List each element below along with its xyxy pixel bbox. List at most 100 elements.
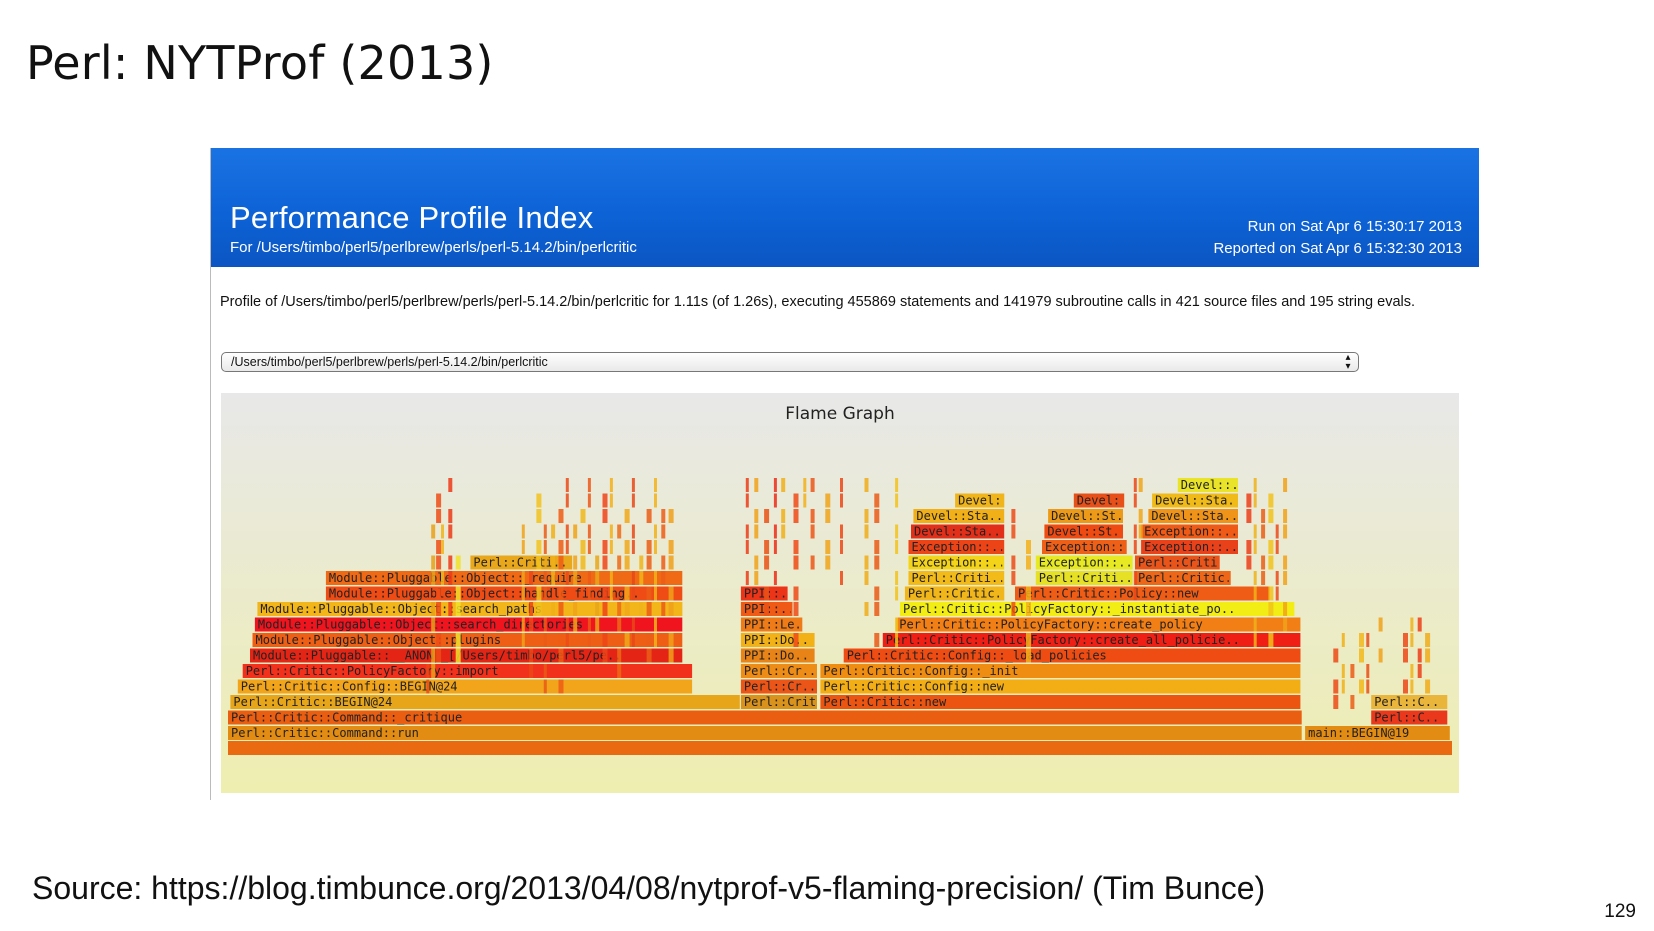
- run-timestamp: Run on Sat Apr 6 15:30:17 2013: [1247, 218, 1462, 235]
- flame-frame-label: Devel::Sta..: [914, 525, 1001, 539]
- flame-sliver: [793, 493, 799, 508]
- flame-sliver: [668, 540, 674, 554]
- flame-sliver: [1425, 633, 1431, 647]
- flame-sliver: [1410, 664, 1414, 678]
- flame-sliver: [1133, 524, 1137, 539]
- flame-sliver: [754, 509, 759, 523]
- flame-sliver: [436, 602, 442, 616]
- flame-frame: [740, 617, 803, 632]
- flame-sliver: [840, 478, 843, 492]
- flame-sliver: [1246, 555, 1252, 570]
- flame-sliver: [631, 524, 635, 539]
- flame-frame: [908, 555, 1005, 570]
- flame-sliver: [639, 602, 644, 616]
- flame-sliver: [793, 586, 799, 601]
- flame-frame: [1141, 540, 1238, 554]
- flame-sliver: [436, 555, 442, 570]
- flame-sliver: [646, 586, 652, 601]
- flame-sliver: [624, 633, 630, 647]
- flame-sliver: [661, 602, 666, 616]
- flame-sliver: [895, 540, 899, 554]
- flame-frame: [1035, 555, 1133, 570]
- flame-sliver: [631, 478, 635, 492]
- flame-sliver: [536, 586, 542, 601]
- flame-frame: [900, 602, 1295, 616]
- flame-sliver: [587, 478, 591, 492]
- flame-frame: [1015, 586, 1270, 601]
- flame-sliver: [580, 540, 586, 554]
- flame-sliver: [1425, 679, 1431, 694]
- flame-frame: [1141, 524, 1238, 539]
- flame-sliver: [1417, 617, 1422, 632]
- flame-frame: [955, 493, 1005, 508]
- flame-sliver: [781, 478, 786, 492]
- flame-sliver: [431, 617, 436, 632]
- flame-sliver: [781, 524, 786, 539]
- flame-sliver: [754, 555, 759, 570]
- flame-sliver: [1011, 602, 1016, 616]
- flame-frame: [904, 586, 1005, 601]
- flame-frame-label: Perl::Critic::new: [823, 695, 947, 709]
- flame-sliver: [1246, 509, 1252, 523]
- flame-frame-label: Module::Pluggable::Object::search_paths: [260, 602, 542, 616]
- flame-frame-label: Perl::Critic..: [908, 587, 1009, 601]
- flame-frame-label: Devel::..: [1181, 478, 1246, 492]
- flame-sliver: [1026, 555, 1031, 570]
- flame-sliver: [639, 571, 644, 585]
- flame-sliver: [529, 648, 534, 663]
- flame-sliver: [825, 555, 831, 570]
- flame-sliver: [602, 633, 608, 647]
- flame-frame: [740, 679, 817, 694]
- flame-sliver: [661, 509, 666, 523]
- flame-sliver: [595, 571, 600, 585]
- flame-sliver: [764, 555, 770, 570]
- flame-frame: [820, 664, 1301, 678]
- flame-frame-label: Perl::Critic::Command::_critique: [231, 711, 462, 725]
- flame-sliver: [1268, 586, 1274, 601]
- flame-sliver: [431, 602, 436, 616]
- source-file-select[interactable]: /Users/timbo/perl5/perlbrew/perls/perl-5…: [221, 352, 1359, 372]
- flame-sliver: [1268, 540, 1274, 554]
- flame-sliver: [565, 493, 569, 508]
- flame-sliver: [825, 540, 831, 554]
- flame-sliver: [895, 571, 899, 585]
- flame-sliver: [543, 633, 547, 647]
- flame-sliver: [840, 571, 843, 585]
- flame-sliver: [754, 524, 759, 539]
- flame-sliver: [426, 664, 430, 678]
- flame-sliver: [609, 586, 613, 601]
- flame-sliver: [754, 571, 759, 585]
- flame-sliver: [521, 586, 525, 601]
- flame-sliver: [1133, 540, 1137, 554]
- flame-sliver: [565, 586, 569, 601]
- flame-frame-label: Perl::Critic::Config::BEGIN@24: [241, 680, 458, 694]
- flame-sliver: [1253, 540, 1257, 554]
- flame-sliver: [558, 679, 564, 694]
- flame-frame-label: PPI::Do..: [744, 649, 809, 663]
- flame-frame-label: Devel::..: [1077, 494, 1142, 508]
- flame-sliver: [609, 478, 613, 492]
- flame-sliver: [745, 493, 749, 508]
- flame-frame: [1148, 509, 1238, 523]
- flame-frame-label: Perl::Criti..: [1138, 556, 1232, 570]
- flame-sliver: [1026, 540, 1031, 554]
- flame-sliver: [764, 540, 770, 554]
- report-title: Performance Profile Index: [230, 200, 594, 235]
- flame-frame: [1152, 493, 1238, 508]
- flame-frame: [820, 695, 1301, 709]
- flame-sliver: [565, 540, 569, 554]
- flame-frame: [1177, 478, 1238, 492]
- flame-sliver: [1366, 679, 1370, 694]
- flame-sliver: [521, 617, 525, 632]
- flame-sliver: [1378, 617, 1383, 632]
- flame-sliver: [1026, 648, 1031, 663]
- flame-root-frame: [228, 741, 1452, 755]
- flame-sliver: [536, 540, 542, 554]
- flame-sliver: [441, 524, 444, 539]
- flame-frame-label: Exception::..: [912, 556, 1006, 570]
- flame-sliver: [661, 555, 666, 570]
- flame-frame-label: Perl::Cr..: [744, 664, 816, 678]
- flame-frame-label: Exception::..: [1144, 525, 1238, 539]
- flame-sliver: [874, 509, 880, 523]
- flame-sliver: [1403, 633, 1408, 647]
